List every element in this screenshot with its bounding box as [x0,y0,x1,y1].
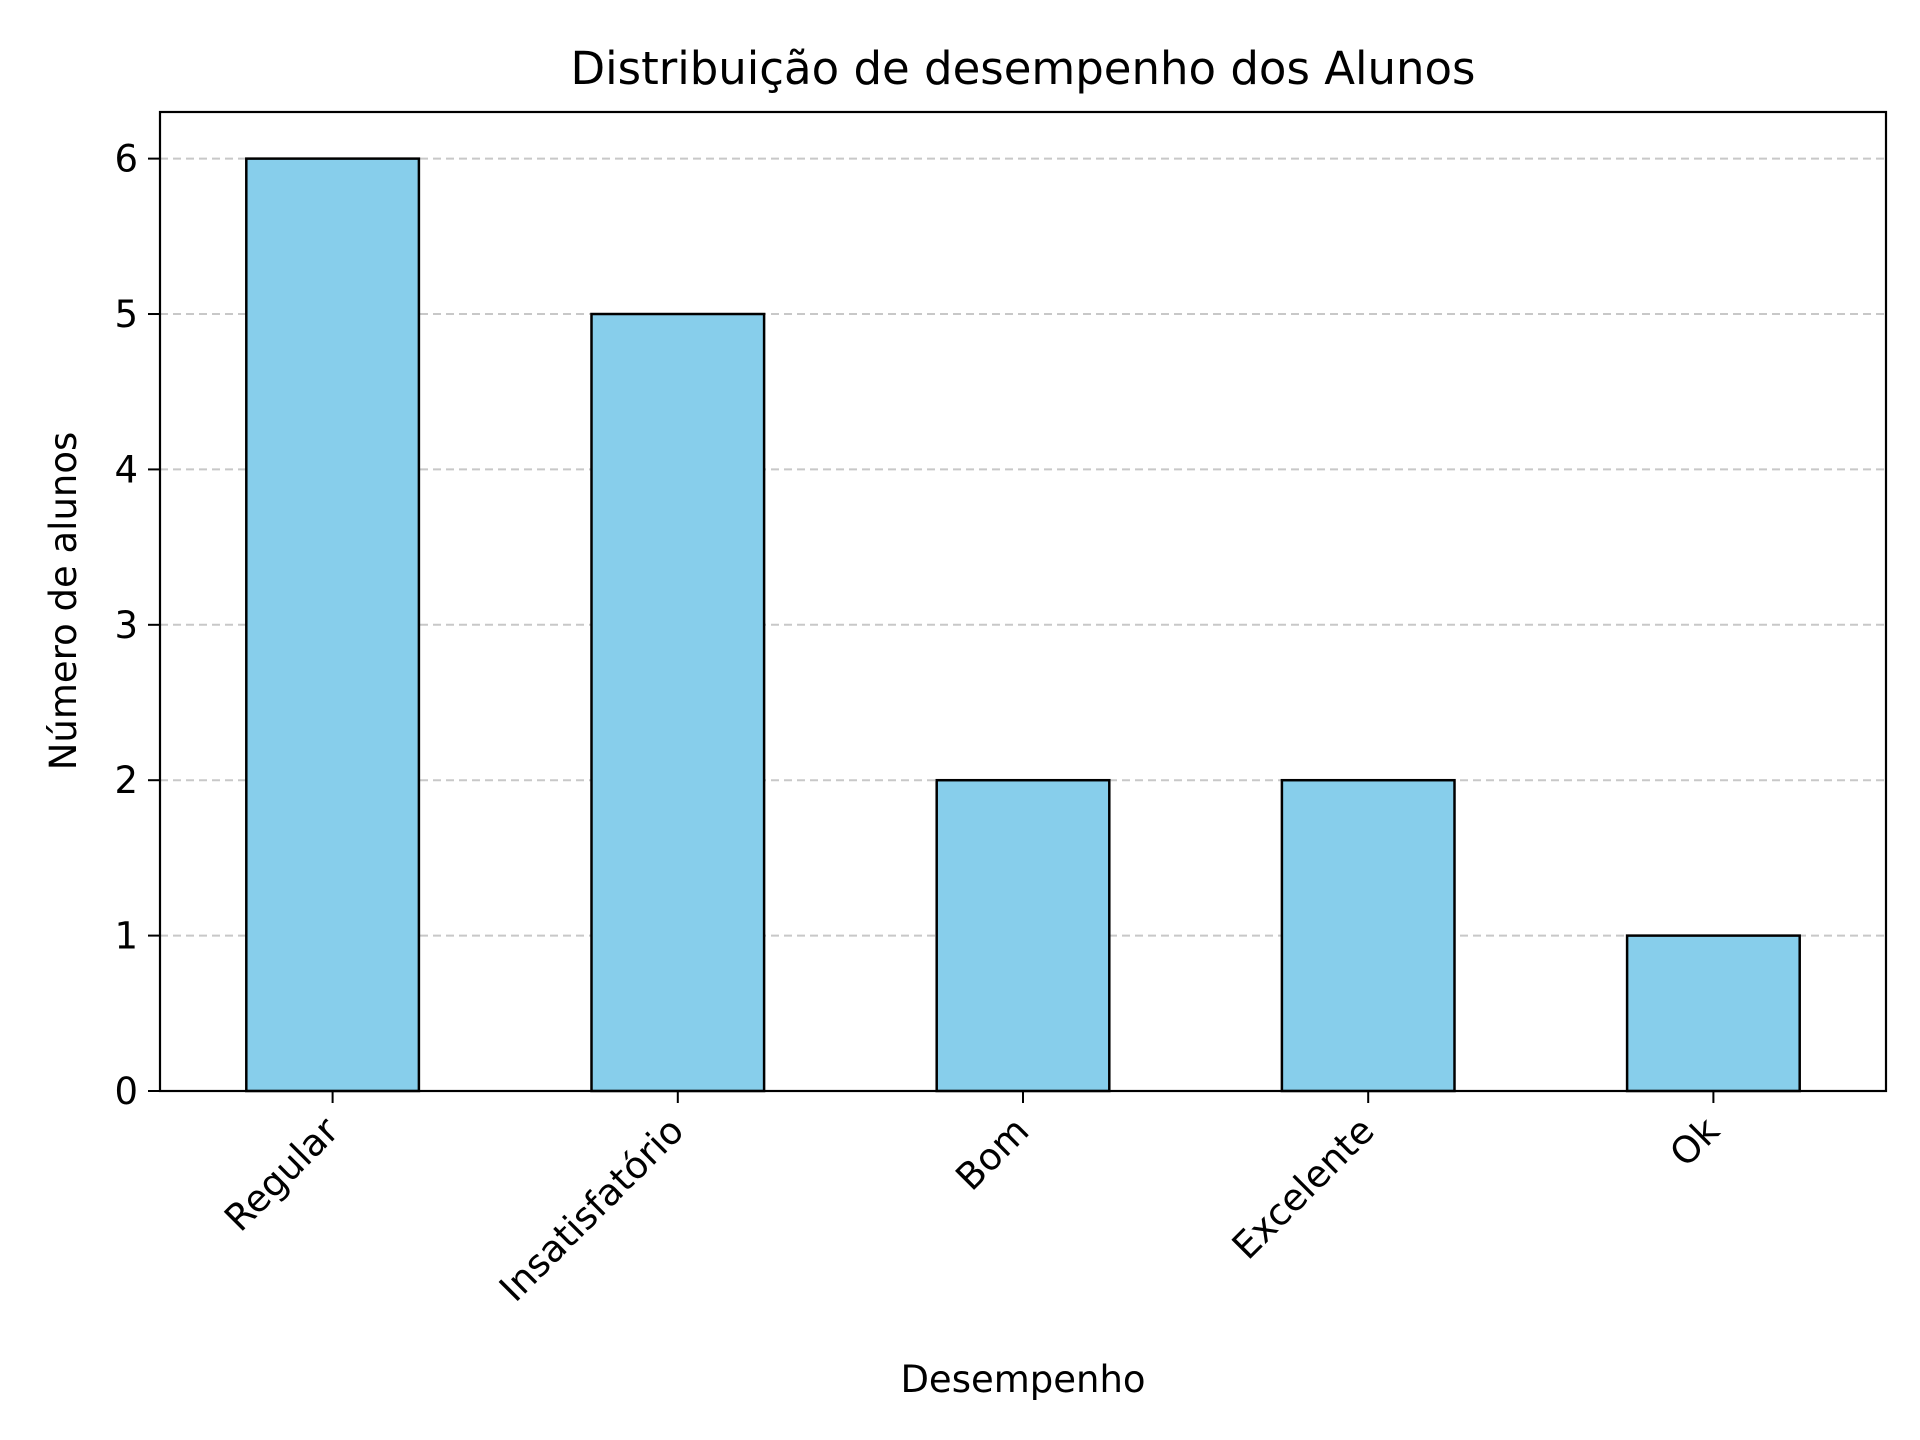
y-tick-label: 1 [114,915,138,958]
bar-regular [245,157,421,1093]
bars [245,157,1801,1093]
bar-bom [935,778,1111,1093]
bar-insatisfatório [590,312,766,1093]
y-tick-label: 4 [114,448,138,491]
y-tick-label: 0 [114,1070,138,1113]
y-tick-label: 3 [114,604,138,647]
y-axis: 0 1 2 3 4 5 6 [114,138,160,1113]
bar-ok [1625,934,1801,1093]
y-tick-label: 2 [114,759,138,802]
y-tick-label: 5 [114,293,138,336]
y-tick-label: 6 [114,138,138,181]
bar-excelente [1280,778,1456,1093]
y-axis-label: Número de alunos [42,432,85,771]
chart-title: Distribuição de desempenho dos Alunos [570,42,1475,95]
x-axis-label: Desempenho [900,1358,1145,1401]
